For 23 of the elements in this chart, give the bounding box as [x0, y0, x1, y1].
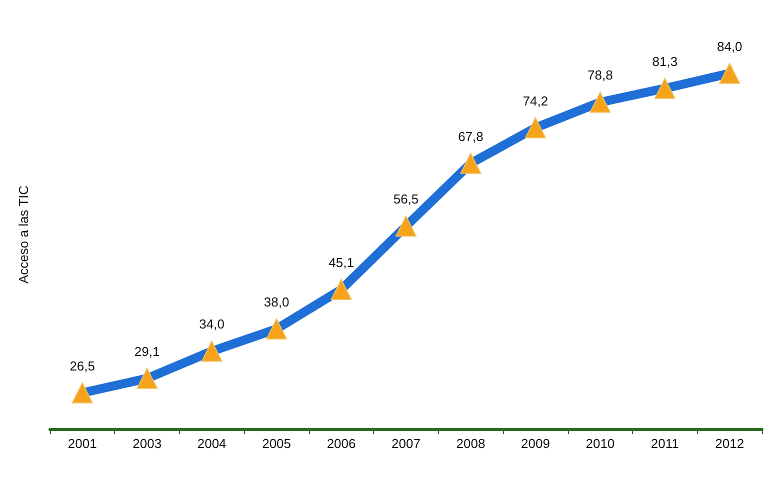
x-tick-label: 2010	[586, 436, 615, 451]
data-label: 67,8	[458, 128, 484, 144]
x-tick-label: 2005	[262, 436, 292, 451]
x-tick-label: 2001	[68, 436, 97, 451]
x-tick-label: 2004	[197, 436, 226, 451]
data-label: 81,3	[652, 54, 678, 69]
data-label: 78,8	[588, 68, 613, 83]
x-tick-label: 2009	[520, 436, 550, 451]
data-label: 56,5	[393, 192, 419, 207]
data-label: 38,0	[264, 294, 290, 310]
x-tick-label: 2012	[715, 436, 744, 451]
data-label: 34,0	[199, 316, 224, 332]
data-label: 45,1	[328, 255, 354, 270]
y-axis-title: Acceso a las TIC	[16, 185, 31, 284]
x-tick-label: 2003	[132, 436, 162, 451]
x-tick-label: 2011	[650, 436, 679, 451]
data-label: 74,2	[522, 93, 548, 108]
data-label: 29,1	[134, 344, 160, 359]
x-tick-label: 2008	[456, 436, 486, 451]
x-tick-label: 2006	[326, 436, 356, 451]
data-label: 84,0	[716, 38, 742, 54]
x-tick-label: 2007	[392, 436, 420, 451]
data-label: 26,5	[70, 358, 96, 374]
